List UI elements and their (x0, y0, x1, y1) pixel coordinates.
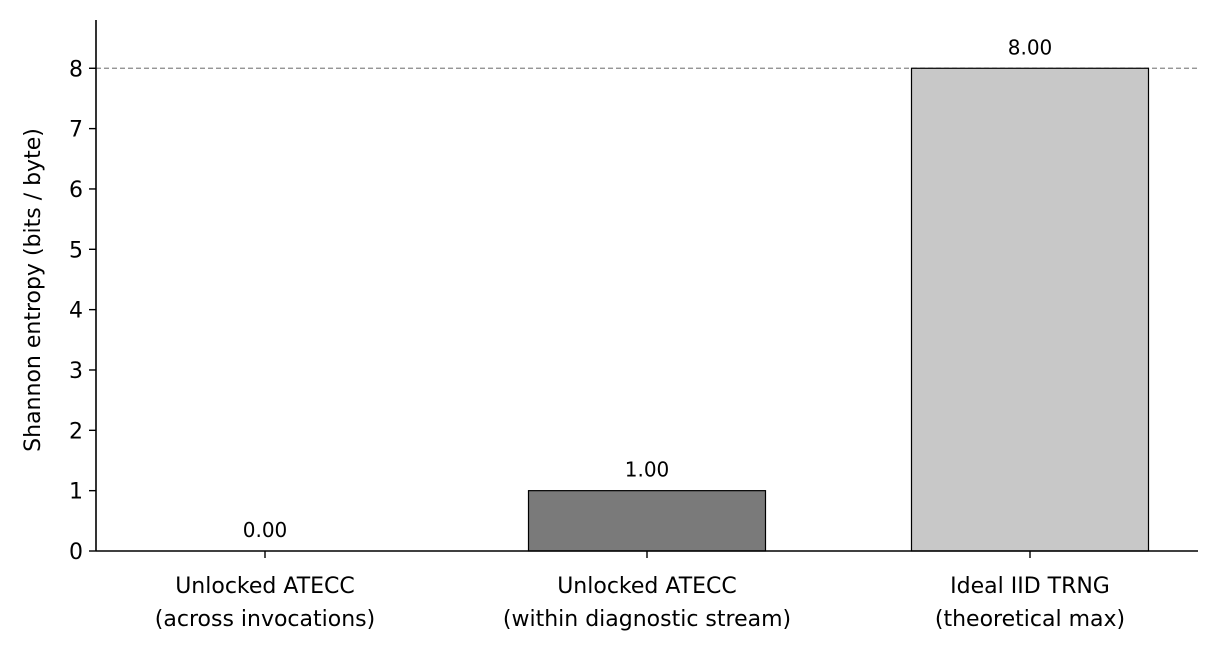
y-axis-label: Shannon entropy (bits / byte) (21, 128, 46, 452)
x-ticks-layer: Unlocked ATECC (across invocations) Unlock… (155, 551, 1125, 632)
bar-2 (527, 490, 767, 552)
y-tick-label: 4 (69, 299, 83, 324)
y-tick-label: 1 (69, 480, 83, 505)
x-tick-label-2: Unlocked ATECC (within diagnostic stream) (503, 574, 791, 632)
y-tick-label: 7 (69, 118, 83, 143)
y-tick-label: 0 (69, 540, 83, 565)
y-tick-label: 5 (69, 238, 83, 263)
data-label-3: 8.00 (1008, 35, 1053, 59)
y-tick-label: 2 (69, 419, 83, 444)
data-label-2: 1.00 (625, 458, 670, 482)
y-tick-label: 3 (69, 359, 83, 384)
data-labels-layer: 0.00 1.00 8.00 (243, 35, 1053, 542)
data-label-1: 0.00 (243, 518, 288, 542)
x-tick-label-3: Ideal IID TRNG (theoretical max) (935, 574, 1125, 632)
y-tick-label: 6 (69, 178, 83, 203)
y-tick-label: 8 (69, 57, 83, 82)
y-ticks-layer: 0 1 2 3 4 5 6 7 8 (69, 57, 96, 565)
bar-3 (910, 67, 1150, 552)
x-tick-label-1: Unlocked ATECC (across invocations) (155, 574, 375, 632)
bars-layer (527, 67, 1150, 552)
